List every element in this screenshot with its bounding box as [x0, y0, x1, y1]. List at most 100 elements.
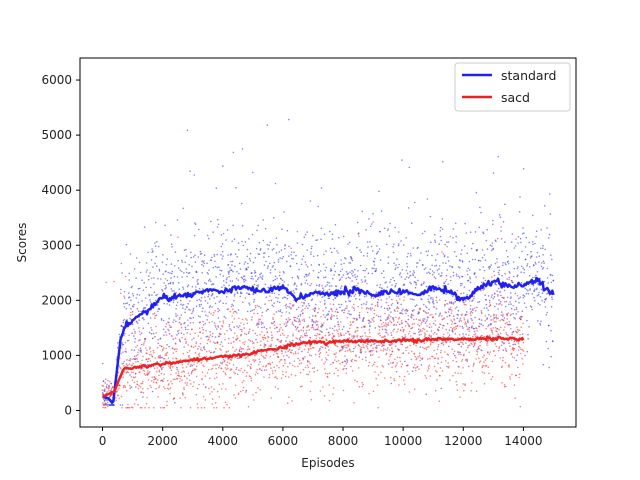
- scatter-point-standard: [260, 323, 263, 325]
- scatter-point-standard: [155, 255, 157, 258]
- scatter-point-sacd: [239, 348, 241, 351]
- scatter-point-standard: [157, 310, 159, 313]
- scatter-point-standard: [254, 275, 257, 277]
- scatter-point-sacd: [271, 361, 274, 364]
- scatter-point-sacd: [129, 311, 132, 314]
- scatter-point-standard: [527, 293, 530, 295]
- scatter-point-sacd: [253, 361, 256, 363]
- scatter-point-sacd: [290, 373, 293, 376]
- scatter-point-sacd: [411, 310, 414, 312]
- scatter-point-sacd: [421, 330, 423, 332]
- scatter-point-standard: [539, 304, 541, 306]
- scatter-point-sacd: [426, 369, 429, 372]
- scatter-point-standard: [157, 277, 159, 280]
- scatter-point-sacd: [162, 366, 164, 369]
- scatter-point-sacd: [448, 336, 450, 338]
- scatter-point-sacd: [286, 305, 289, 308]
- scatter-point-standard: [535, 256, 538, 258]
- scatter-point-standard: [312, 234, 314, 237]
- scatter-point-sacd: [394, 345, 397, 348]
- scatter-point-sacd: [149, 351, 152, 353]
- scatter-point-standard: [528, 326, 530, 328]
- scatter-point-standard: [341, 276, 343, 279]
- scatter-point-standard: [197, 315, 200, 317]
- scatter-point-standard: [259, 276, 262, 278]
- scatter-point-sacd: [403, 375, 406, 378]
- scatter-point-standard: [433, 276, 436, 278]
- scatter-point-sacd: [460, 353, 462, 356]
- scatter-point-standard: [405, 269, 408, 272]
- scatter-point-standard: [362, 320, 364, 322]
- scatter-point-standard: [162, 273, 164, 275]
- scatter-point-sacd: [190, 383, 192, 385]
- scatter-point-standard: [289, 302, 291, 305]
- scatter-point-sacd: [320, 316, 322, 318]
- scatter-point-sacd: [292, 364, 294, 367]
- scatter-point-standard: [213, 322, 216, 324]
- scatter-point-sacd: [134, 376, 137, 378]
- scatter-point-sacd: [308, 316, 311, 319]
- scatter-point-standard: [125, 351, 127, 353]
- scatter-point-standard: [252, 261, 255, 264]
- scatter-point-standard: [291, 276, 294, 279]
- scatter-point-sacd: [136, 380, 138, 383]
- scatter-point-standard: [440, 387, 443, 390]
- scatter-point-sacd: [402, 352, 405, 354]
- scatter-point-standard: [309, 354, 311, 356]
- scatter-point-sacd: [272, 336, 274, 339]
- scatter-point-sacd: [166, 387, 169, 390]
- scatter-point-standard: [392, 246, 394, 248]
- scatter-point-standard: [277, 310, 280, 312]
- scatter-point-standard: [271, 292, 273, 295]
- scatter-point-standard: [234, 310, 237, 313]
- scatter-point-standard: [182, 207, 184, 210]
- scatter-point-standard: [418, 259, 421, 262]
- scatter-point-standard: [232, 224, 234, 227]
- scatter-point-sacd: [168, 388, 170, 391]
- scatter-point-standard: [130, 307, 132, 310]
- scatter-point-sacd: [437, 358, 440, 360]
- scatter-point-standard: [158, 270, 161, 272]
- scatter-point-sacd: [355, 319, 358, 321]
- scatter-point-sacd: [251, 340, 254, 343]
- scatter-point-sacd: [145, 402, 148, 405]
- scatter-point-standard: [170, 288, 173, 290]
- scatter-point-sacd: [335, 329, 338, 331]
- scatter-point-standard: [331, 285, 333, 287]
- scatter-point-standard: [539, 322, 541, 325]
- scatter-point-standard: [373, 264, 376, 266]
- scatter-point-standard: [244, 297, 247, 299]
- scatter-point-standard: [490, 249, 493, 252]
- scatter-point-sacd: [188, 374, 190, 377]
- scatter-point-standard: [132, 305, 135, 308]
- scatter-point-sacd: [254, 354, 256, 356]
- scatter-point-sacd: [141, 406, 143, 409]
- scatter-point-sacd: [491, 329, 493, 332]
- scatter-point-standard: [280, 278, 282, 280]
- scatter-point-standard: [304, 299, 306, 302]
- scatter-point-standard: [466, 270, 468, 272]
- scatter-point-sacd: [342, 342, 345, 344]
- scatter-point-standard: [159, 337, 162, 340]
- scatter-point-sacd: [311, 367, 314, 370]
- scatter-point-standard: [541, 299, 543, 302]
- scatter-point-standard: [421, 264, 424, 267]
- scatter-point-sacd: [236, 325, 238, 327]
- scatter-point-sacd: [348, 337, 351, 339]
- scatter-point-sacd: [437, 345, 440, 348]
- scatter-point-sacd: [167, 357, 170, 359]
- scatter-point-sacd: [154, 378, 157, 380]
- scatter-point-sacd: [359, 345, 361, 348]
- scatter-point-sacd: [134, 373, 137, 375]
- scatter-point-sacd: [491, 360, 494, 363]
- scatter-point-sacd: [102, 406, 104, 409]
- scatter-point-sacd: [262, 338, 265, 341]
- scatter-point-sacd: [285, 371, 287, 374]
- scatter-point-sacd: [312, 326, 314, 329]
- scatter-point-sacd: [328, 384, 331, 386]
- scatter-point-standard: [295, 288, 298, 290]
- scatter-point-standard: [278, 274, 281, 277]
- scatter-point-sacd: [510, 352, 513, 355]
- scatter-point-sacd: [328, 399, 331, 402]
